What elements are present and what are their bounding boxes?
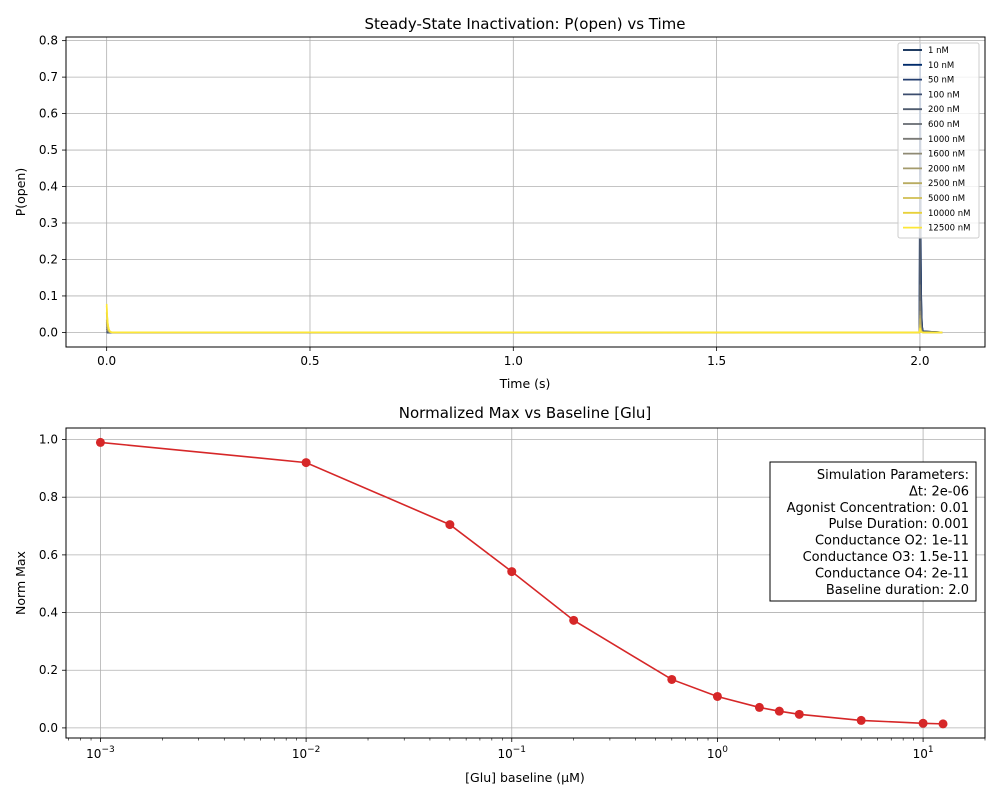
chart2-y-tick-label: 0.6: [39, 548, 58, 562]
chart1-x-ticks: 0.0 0.5 1.0 1.5 2.0: [97, 347, 929, 368]
simulation-parameter-line: Simulation Parameters:: [817, 468, 969, 483]
chart2-data-point: [938, 719, 948, 729]
chart1-y-tick-label: 0.6: [39, 107, 58, 121]
chart2-data-point: [667, 674, 677, 684]
chart1-x-tick-label: 0.5: [300, 354, 319, 368]
chart1-legend-label: 600 nM: [928, 120, 960, 130]
chart1-legend-label: 50 nM: [928, 76, 954, 86]
chart1-grid: [66, 37, 985, 347]
chart1-y-tick-label: 0.4: [39, 180, 58, 194]
chart2-series: [95, 437, 948, 729]
chart1-y-tick-label: 0.8: [39, 34, 58, 48]
chart2-data-point: [712, 691, 722, 701]
chart2-data-point: [301, 458, 311, 468]
chart1-x-tick-label: 1.0: [504, 354, 523, 368]
chart1-legend-label: 10 nM: [928, 61, 954, 71]
chart2-y-label: Norm Max: [13, 551, 28, 615]
chart1-series: [105, 43, 943, 334]
chart2-data-point: [95, 437, 105, 447]
chart2-data-point: [794, 709, 804, 719]
chart2-y-tick-label: 1.0: [39, 433, 58, 447]
chart2-x-label: [Glu] baseline (μM): [465, 770, 585, 785]
chart-norm-max-vs-glu: Normalized Max vs Baseline [Glu] 10−3 10−…: [13, 404, 986, 785]
chart2-data-point: [507, 567, 517, 577]
chart1-y-tick-label: 0.0: [39, 325, 58, 339]
chart1-series-line: [105, 303, 943, 334]
chart2-data-point: [856, 715, 866, 725]
simulation-parameters-frame: [769, 461, 977, 602]
chart1-y-label: P(open): [13, 168, 28, 217]
chart2-y-ticks: 0.0 0.2 0.4 0.6 0.8 1.0: [39, 433, 66, 735]
chart1-y-tick-label: 0.2: [39, 252, 58, 266]
chart1-legend-label: 200 nM: [928, 105, 960, 115]
chart2-y-tick-label: 0.8: [39, 490, 58, 504]
chart2-grid: [66, 428, 985, 738]
simulation-parameter-line: Δt: 2e-06: [909, 484, 969, 499]
simulation-parameter-line: Baseline duration: 2.0: [826, 583, 969, 598]
chart1-x-tick-label: 1.5: [707, 354, 726, 368]
chart2-y-tick-label: 0.4: [39, 606, 58, 620]
simulation-parameter-line: Conductance O4: 2e-11: [815, 566, 969, 581]
chart1-x-label: Time (s): [499, 376, 551, 391]
chart2-data-point: [445, 520, 455, 530]
chart1-legend-box: [897, 42, 980, 239]
chart2-data-point: [918, 718, 928, 728]
chart1-legend-label: 10000 nM: [928, 209, 970, 219]
chart1-legend-label: 100 nM: [928, 90, 960, 100]
chart2-title: Normalized Max vs Baseline [Glu]: [399, 404, 651, 422]
simulation-parameter-line: Conductance O2: 1e-11: [815, 534, 969, 549]
chart1-y-ticks: 0.0 0.1 0.2 0.3 0.4 0.5 0.6 0.7 0.8: [39, 34, 66, 339]
chart1-legend-label: 1600 nM: [928, 150, 965, 160]
chart1-legend-label: 2500 nM: [928, 179, 965, 189]
chart1-y-tick-label: 0.3: [39, 216, 58, 230]
chart1-axes-frame: [65, 36, 986, 348]
chart2-data-point: [569, 615, 579, 625]
chart1-legend-label: 5000 nM: [928, 194, 965, 204]
chart1-title: Steady-State Inactivation: P(open) vs Ti…: [364, 15, 685, 33]
simulation-parameter-line: Conductance O3: 1.5e-11: [803, 550, 969, 565]
chart1-y-tick-label: 0.1: [39, 289, 58, 303]
chart2-y-tick-label: 0.0: [39, 721, 58, 735]
chart1-legend: 1 nM 10 nM 50 nM 100 nM 200 nM 600 nM 1000 nM 1…: [897, 42, 980, 239]
chart2-data-point: [774, 706, 784, 716]
chart1-x-tick-label: 2.0: [910, 354, 929, 368]
chart1-legend-label: 1 nM: [928, 46, 949, 56]
chart1-legend-label: 2000 nM: [928, 164, 965, 174]
simulation-parameter-line: Agonist Concentration: 0.01: [787, 501, 969, 516]
chart-popen-vs-time: Steady-State Inactivation: P(open) vs Ti…: [13, 15, 986, 391]
chart1-y-tick-label: 0.5: [39, 143, 58, 157]
chart1-y-tick-label: 0.7: [39, 70, 58, 84]
chart2-y-tick-label: 0.2: [39, 663, 58, 677]
chart2-data-point: [754, 702, 764, 712]
chart1-legend-label: 1000 nM: [928, 135, 965, 145]
chart2-axes-frame: [65, 427, 986, 739]
chart1-legend-label: 12500 nM: [928, 224, 970, 234]
simulation-parameters-box: Simulation Parameters:Δt: 2e-06 Agonist C…: [769, 461, 977, 602]
simulation-parameter-line: Pulse Duration: 0.001: [828, 517, 969, 532]
chart1-x-tick-label: 0.0: [97, 354, 116, 368]
